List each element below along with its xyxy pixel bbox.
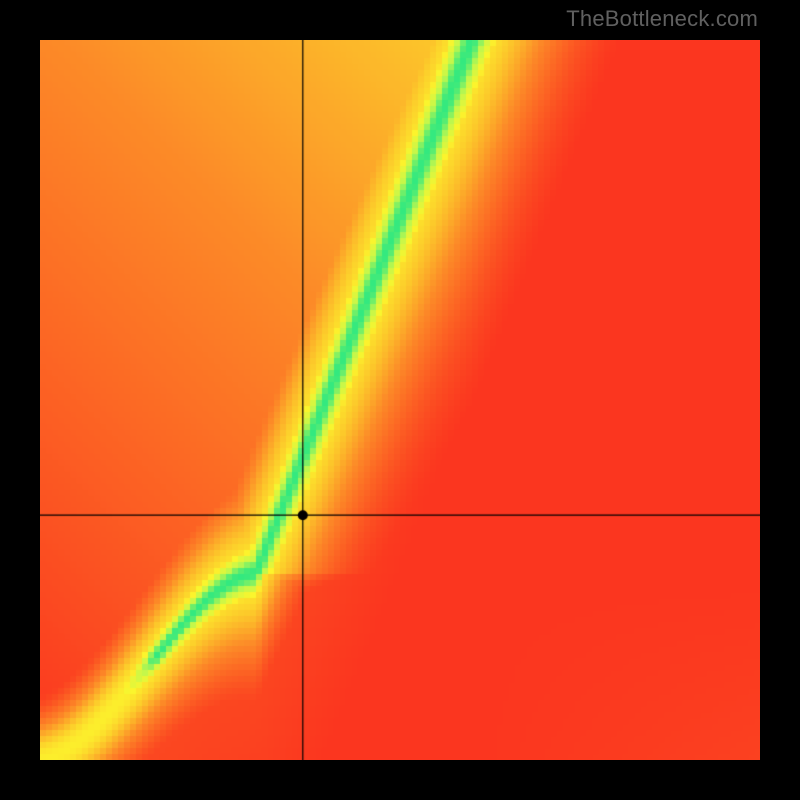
heatmap-chart [40, 40, 760, 760]
heatmap-canvas [40, 40, 760, 760]
watermark-text: TheBottleneck.com [566, 6, 758, 32]
